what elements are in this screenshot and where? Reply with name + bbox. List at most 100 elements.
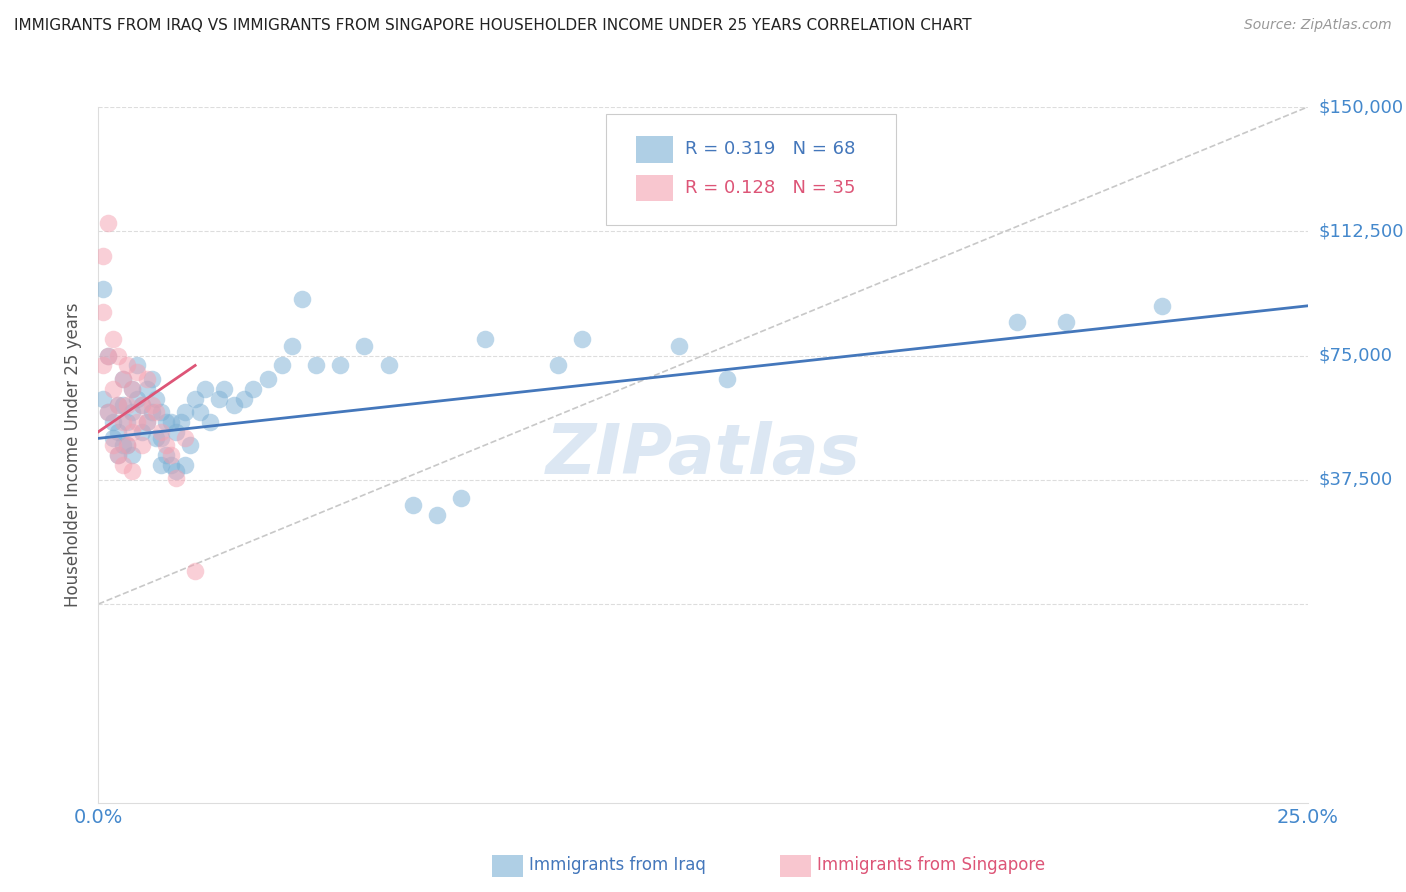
Point [111,372,134,386]
Point [179,438,201,452]
Point [131,438,153,452]
Text: $150,000: $150,000 [1319,98,1403,116]
Point [135,372,157,386]
FancyBboxPatch shape [606,114,897,226]
Point [377,359,399,373]
Point [107,349,129,363]
Point [135,415,157,429]
Point [188,405,211,419]
Text: IMMIGRANTS FROM IRAQ VS IMMIGRANTS FROM SINGAPORE HOUSEHOLDER INCOME UNDER 25 YE: IMMIGRANTS FROM IRAQ VS IMMIGRANTS FROM … [14,18,972,33]
Point [111,415,134,429]
Point [1054,315,1077,329]
Point [111,372,134,386]
Point [121,382,143,396]
Point [184,392,207,406]
Point [111,458,134,472]
Text: Immigrants from Singapore: Immigrants from Singapore [817,856,1045,874]
Point [155,415,177,429]
Point [145,431,167,445]
Point [474,332,496,346]
Point [97,405,120,419]
Point [107,425,129,439]
Point [256,372,278,386]
Point [121,405,143,419]
Point [97,216,120,230]
Point [184,564,207,578]
Point [155,448,177,462]
Point [91,305,114,319]
Point [232,392,254,406]
Point [571,332,593,346]
Point [127,359,149,373]
Point [121,382,143,396]
Point [131,425,153,439]
Point [174,431,197,445]
Point [305,359,328,373]
Point [150,405,173,419]
Point [97,349,120,363]
Point [150,458,173,472]
Point [121,465,143,479]
Point [131,398,153,412]
Y-axis label: Householder Income Under 25 years: Householder Income Under 25 years [65,302,83,607]
Point [165,425,187,439]
Text: Immigrants from Iraq: Immigrants from Iraq [529,856,706,874]
Point [135,415,157,429]
Point [117,438,139,452]
Point [91,282,114,296]
Point [145,392,167,406]
Point [271,359,294,373]
Point [208,392,231,406]
Point [1007,315,1029,329]
Point [121,448,143,462]
Point [450,491,472,505]
Point [165,471,187,485]
Point [91,392,114,406]
Point [160,448,183,462]
Point [117,359,139,373]
Text: R = 0.128   N = 35: R = 0.128 N = 35 [685,178,855,197]
Point [169,415,191,429]
Point [107,398,129,412]
Point [111,438,134,452]
Text: $37,500: $37,500 [1319,471,1393,489]
Point [117,415,139,429]
Point [117,398,139,412]
Point [141,398,163,412]
Text: Source: ZipAtlas.com: Source: ZipAtlas.com [1244,18,1392,32]
Point [426,508,449,522]
Point [107,448,129,462]
Point [101,332,124,346]
Point [127,365,149,379]
Point [329,359,352,373]
Point [174,458,197,472]
Point [101,415,124,429]
Point [668,338,690,352]
Point [127,392,149,406]
Bar [637,175,672,201]
Text: $112,500: $112,500 [1319,222,1405,240]
Point [150,431,173,445]
Point [222,398,245,412]
Point [716,372,738,386]
Point [160,415,183,429]
Point [101,382,124,396]
Point [165,465,187,479]
Point [127,415,149,429]
Point [155,438,177,452]
Bar [637,136,672,162]
Text: R = 0.319   N = 68: R = 0.319 N = 68 [685,140,855,159]
Point [174,405,197,419]
Point [353,338,375,352]
Point [97,405,120,419]
Point [194,382,217,396]
Point [101,431,124,445]
Point [91,249,114,263]
Point [1152,299,1174,313]
Point [107,398,129,412]
Point [107,448,129,462]
Point [145,405,167,419]
Text: ZIPatlas: ZIPatlas [546,421,860,489]
Point [242,382,264,396]
Point [150,425,173,439]
